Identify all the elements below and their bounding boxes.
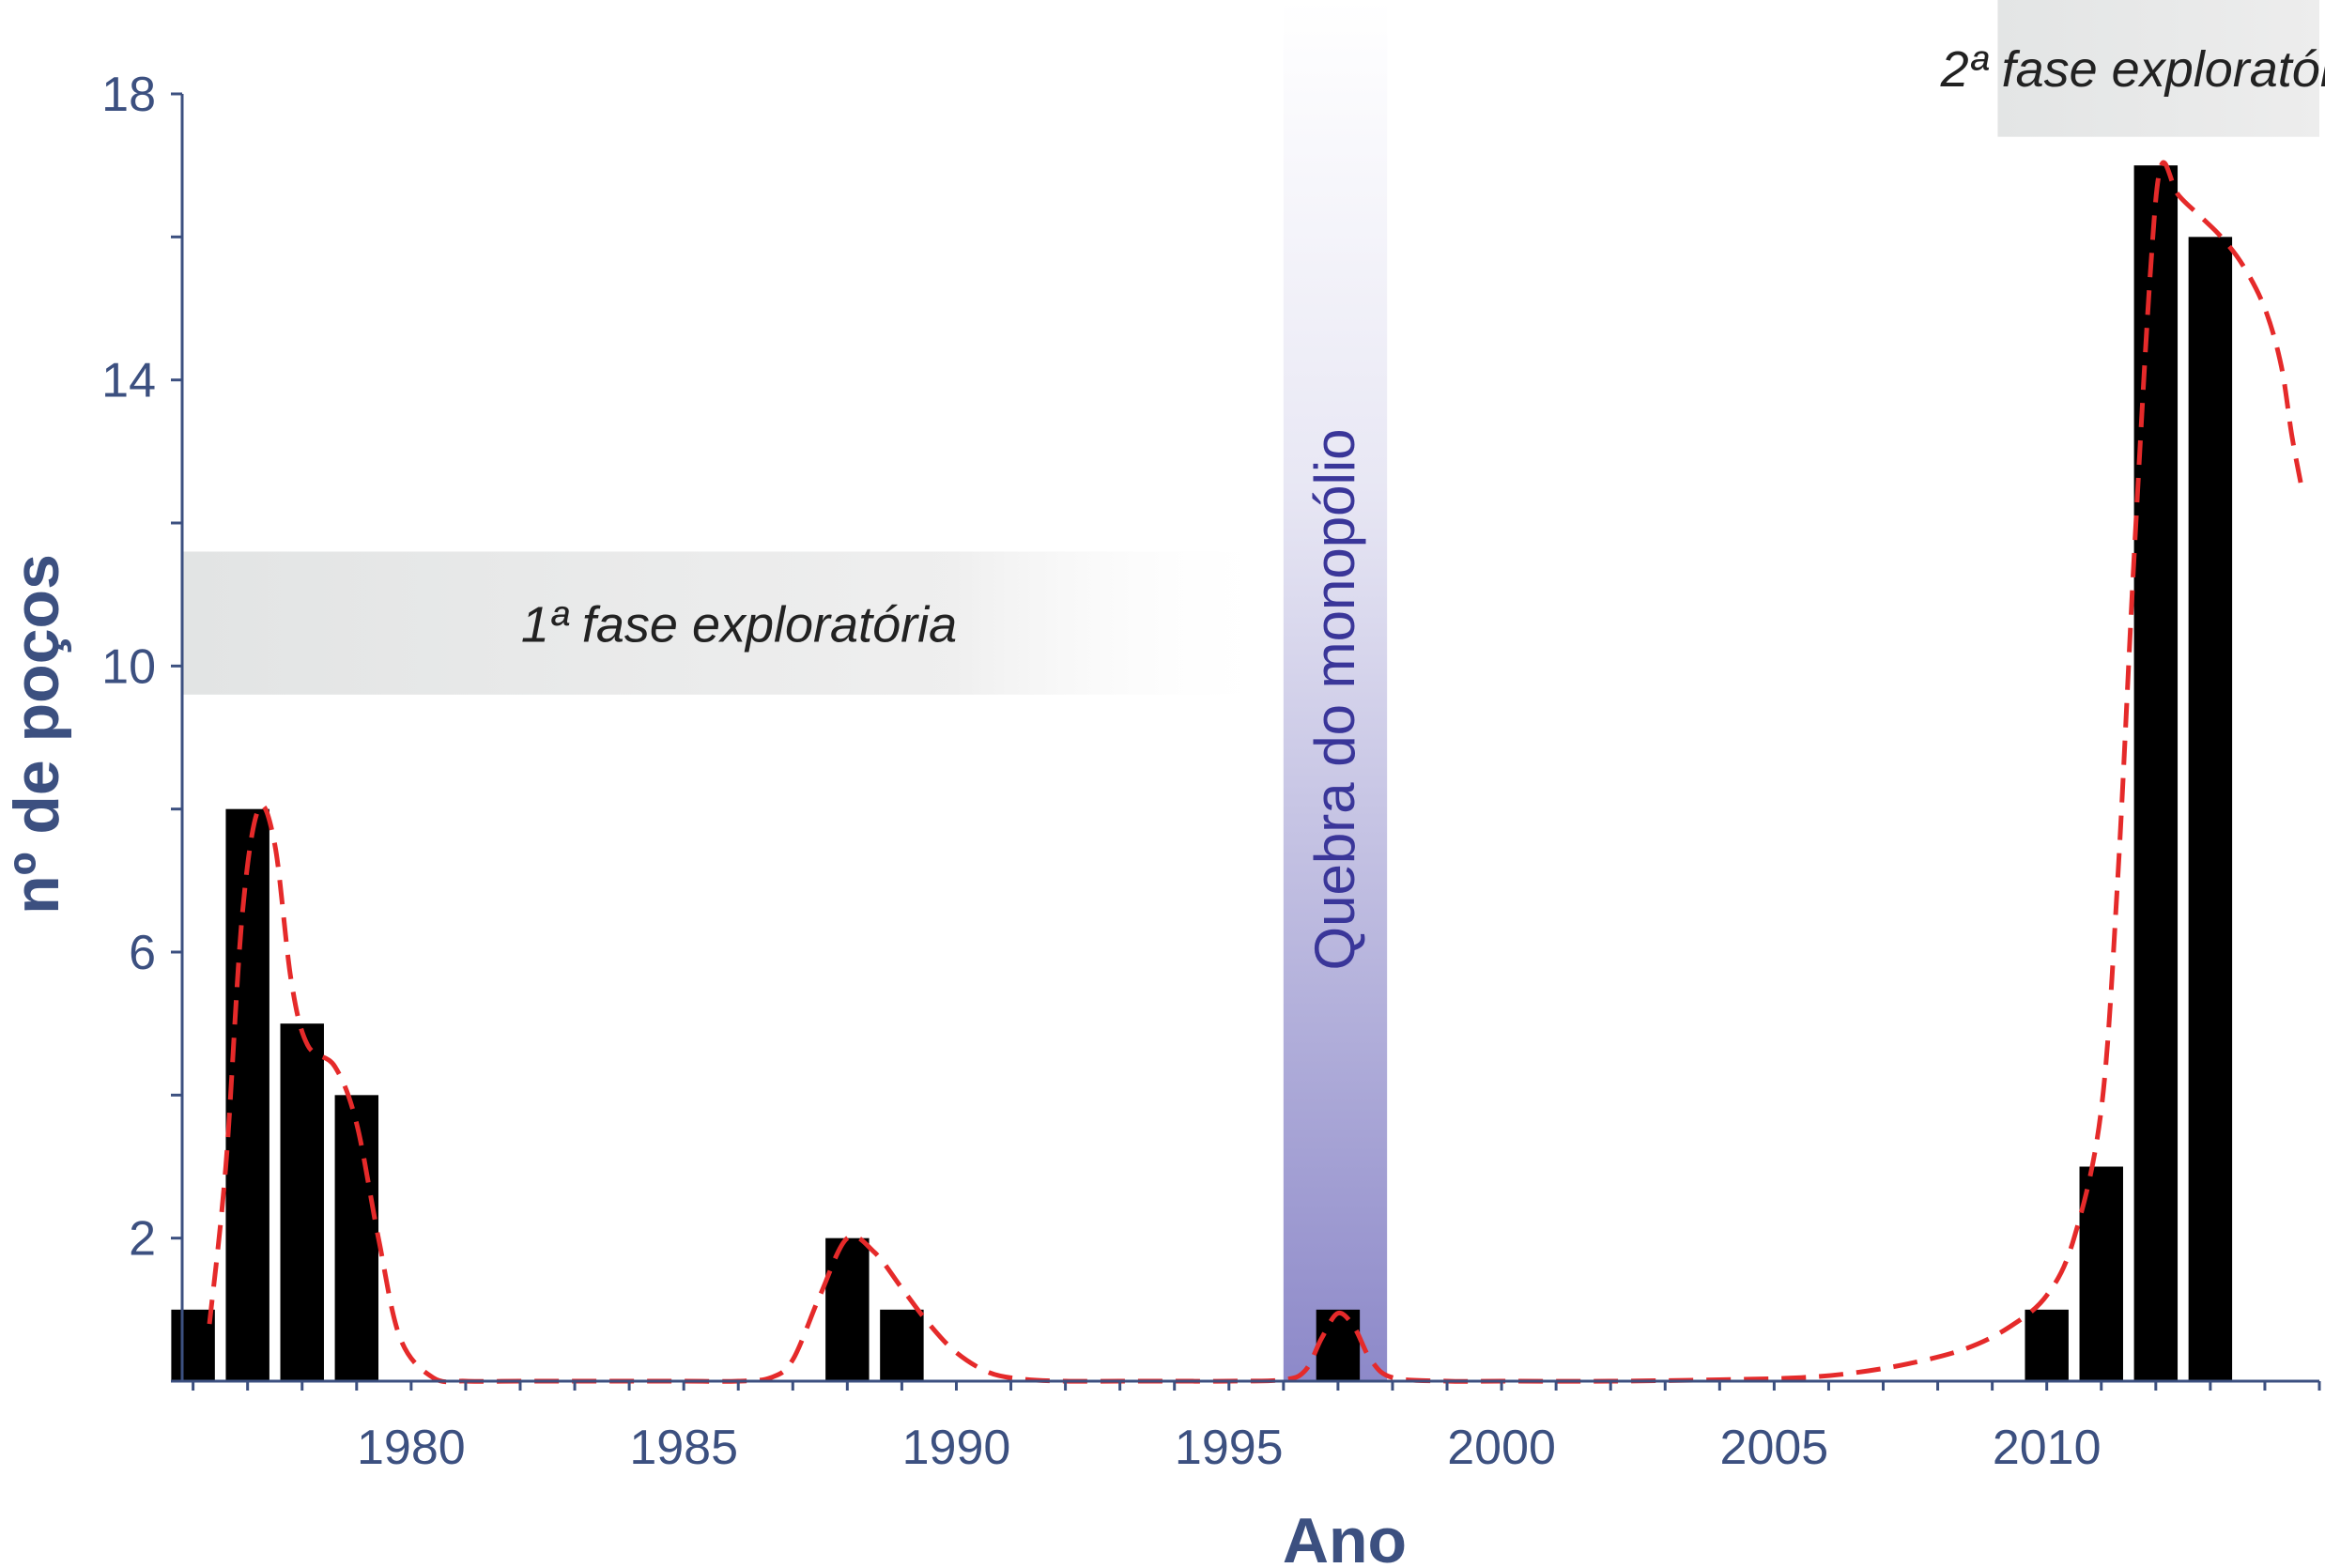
phase-1-label: 1ª fase exploratória <box>521 597 957 653</box>
x-tick-label: 1990 <box>902 1421 1011 1475</box>
monopoly-break-label: Quebra do monopólio <box>1303 428 1366 970</box>
x-ticks-group: 1980 1985 1990 1995 2000 2005 2010 <box>192 1381 2321 1475</box>
bar <box>225 808 269 1381</box>
bar <box>2188 237 2233 1381</box>
bars-group <box>171 165 2233 1382</box>
bar <box>334 1095 379 1381</box>
bar <box>825 1237 870 1381</box>
bar <box>2025 1309 2069 1381</box>
x-tick-label: 1995 <box>1175 1421 1284 1475</box>
bar <box>880 1309 924 1381</box>
x-axis-title: Ano <box>1283 1505 1407 1568</box>
x-tick-label: 2005 <box>1720 1421 1829 1475</box>
y-tick-label: 18 <box>101 68 156 122</box>
phase-1-band <box>182 551 1284 695</box>
x-tick-label: 1985 <box>629 1421 738 1475</box>
bar <box>2079 1166 2123 1381</box>
phase-2-band <box>1997 0 2319 137</box>
x-tick-label: 2010 <box>1993 1421 2102 1475</box>
bar <box>2133 165 2179 1382</box>
y-tick-label: 6 <box>129 926 156 980</box>
y-ticks-group: 2 6 10 14 18 <box>101 68 182 1383</box>
y-tick-label: 14 <box>101 354 156 408</box>
bar <box>1316 1309 1361 1381</box>
monopoly-band <box>1283 0 1388 1381</box>
y-tick-label: 10 <box>101 639 156 694</box>
trend-line <box>207 160 2306 1385</box>
x-tick-label: 2000 <box>1447 1421 1556 1475</box>
y-axis-title: nº de poços <box>1 554 72 915</box>
bar <box>280 1023 324 1381</box>
x-tick-label: 1980 <box>357 1421 466 1475</box>
phase-2-label: 2ª fase exploratória <box>1940 41 2325 98</box>
y-tick-label: 2 <box>129 1212 156 1267</box>
